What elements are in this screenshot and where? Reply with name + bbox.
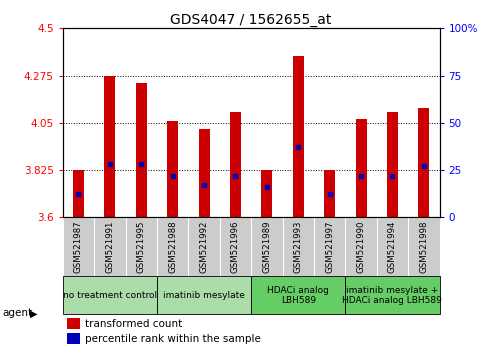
Bar — [167, 121, 178, 217]
Bar — [387, 112, 398, 217]
Bar — [199, 129, 210, 217]
Bar — [408, 217, 440, 276]
Text: imatinib mesylate +
HDACi analog LBH589: imatinib mesylate + HDACi analog LBH589 — [342, 286, 442, 305]
Text: GSM521990: GSM521990 — [356, 220, 366, 273]
Bar — [324, 170, 335, 217]
Text: GSM521993: GSM521993 — [294, 220, 303, 273]
Bar — [251, 276, 345, 314]
Bar — [157, 217, 188, 276]
Text: GSM521987: GSM521987 — [74, 220, 83, 273]
Bar — [418, 108, 429, 217]
Bar — [63, 217, 94, 276]
Bar — [283, 217, 314, 276]
Text: GSM521994: GSM521994 — [388, 220, 397, 273]
Text: GSM521992: GSM521992 — [199, 220, 209, 273]
Bar — [126, 217, 157, 276]
Bar — [261, 170, 272, 217]
Text: GSM521991: GSM521991 — [105, 220, 114, 273]
Text: GSM521997: GSM521997 — [325, 220, 334, 273]
Bar — [355, 119, 367, 217]
Bar — [293, 56, 304, 217]
Text: no treatment control: no treatment control — [63, 291, 157, 300]
Bar — [67, 333, 80, 344]
Text: GSM521998: GSM521998 — [419, 220, 428, 273]
Text: transformed count: transformed count — [85, 319, 183, 329]
Title: GDS4047 / 1562655_at: GDS4047 / 1562655_at — [170, 13, 332, 27]
Bar — [188, 217, 220, 276]
Bar — [63, 276, 157, 314]
Text: ▶: ▶ — [30, 308, 38, 318]
Bar — [67, 318, 80, 329]
Text: percentile rank within the sample: percentile rank within the sample — [85, 334, 261, 344]
Bar — [377, 217, 408, 276]
Bar — [345, 217, 377, 276]
Text: imatinib mesylate: imatinib mesylate — [163, 291, 245, 300]
Text: GSM521996: GSM521996 — [231, 220, 240, 273]
Text: agent: agent — [2, 308, 32, 318]
Bar — [220, 217, 251, 276]
Text: GSM521988: GSM521988 — [168, 220, 177, 273]
Bar — [314, 217, 345, 276]
Bar — [136, 83, 147, 217]
Text: GSM521995: GSM521995 — [137, 220, 146, 273]
Bar — [345, 276, 440, 314]
Bar — [251, 217, 283, 276]
Bar — [157, 276, 251, 314]
Bar — [73, 170, 84, 217]
Bar — [104, 75, 115, 217]
Text: HDACi analog
LBH589: HDACi analog LBH589 — [267, 286, 329, 305]
Bar — [94, 217, 126, 276]
Bar — [230, 112, 241, 217]
Text: GSM521989: GSM521989 — [262, 220, 271, 273]
